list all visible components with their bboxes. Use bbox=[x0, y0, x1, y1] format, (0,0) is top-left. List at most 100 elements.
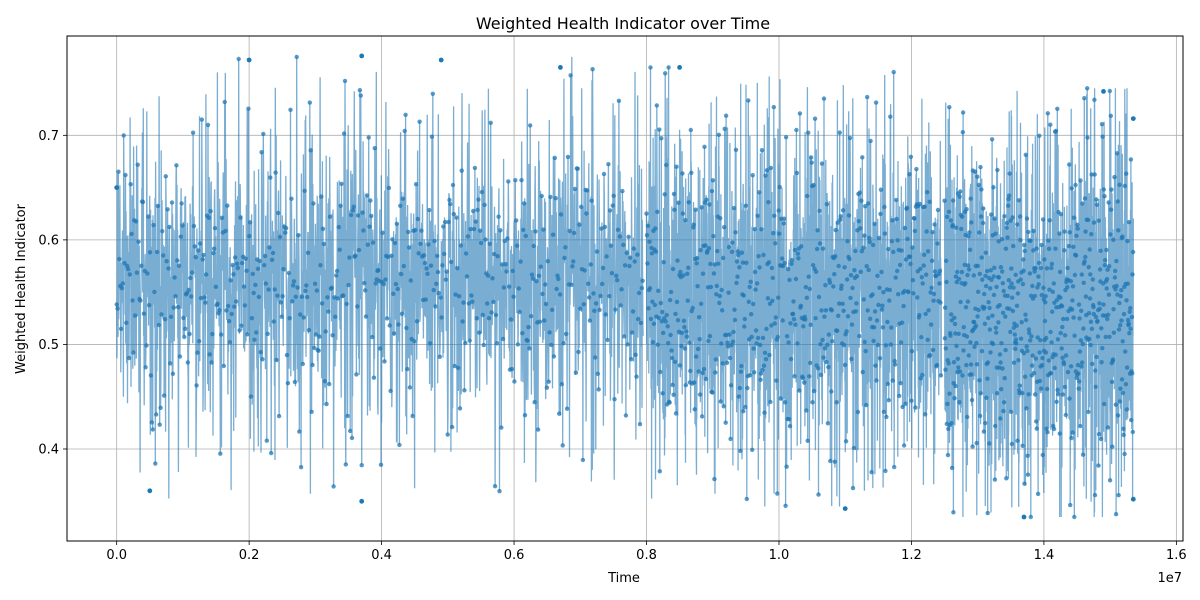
data-point bbox=[1090, 286, 1095, 292]
data-point bbox=[453, 292, 458, 297]
data-point bbox=[789, 258, 795, 263]
data-point bbox=[1071, 315, 1076, 320]
data-point bbox=[639, 285, 644, 291]
data-point bbox=[711, 234, 716, 239]
data-point bbox=[839, 283, 844, 288]
data-point bbox=[798, 303, 804, 308]
data-point bbox=[1012, 332, 1017, 337]
data-point bbox=[223, 228, 228, 234]
data-point bbox=[1109, 187, 1114, 192]
data-point bbox=[618, 303, 623, 308]
data-point bbox=[381, 281, 386, 287]
data-point bbox=[1113, 287, 1118, 292]
data-point bbox=[359, 498, 365, 504]
data-point bbox=[1118, 323, 1123, 328]
data-point bbox=[857, 190, 862, 195]
data-point bbox=[915, 295, 920, 300]
data-point bbox=[889, 239, 894, 244]
data-point bbox=[1090, 361, 1095, 367]
data-point bbox=[702, 144, 707, 149]
data-point bbox=[529, 272, 535, 277]
data-point bbox=[1040, 452, 1046, 458]
data-point bbox=[575, 166, 580, 171]
data-point bbox=[332, 295, 337, 300]
data-point bbox=[1057, 431, 1063, 436]
data-point bbox=[301, 315, 306, 320]
data-point bbox=[475, 207, 480, 213]
data-point bbox=[144, 343, 149, 348]
data-point bbox=[1082, 196, 1088, 201]
data-point bbox=[996, 320, 1001, 325]
data-point bbox=[269, 450, 274, 456]
data-point bbox=[1067, 162, 1072, 167]
data-point bbox=[952, 396, 957, 401]
data-point bbox=[712, 262, 717, 267]
data-point bbox=[743, 203, 748, 208]
data-point bbox=[819, 161, 825, 166]
data-point bbox=[1069, 186, 1074, 191]
data-point bbox=[1000, 366, 1005, 371]
data-point bbox=[680, 171, 685, 176]
data-point bbox=[457, 406, 463, 411]
data-point bbox=[120, 281, 126, 286]
data-point bbox=[222, 99, 227, 105]
data-point bbox=[858, 226, 863, 231]
data-point bbox=[700, 370, 705, 376]
data-point bbox=[444, 269, 449, 274]
data-point bbox=[1130, 429, 1136, 435]
data-point bbox=[546, 379, 551, 384]
data-point bbox=[467, 338, 472, 343]
data-point bbox=[564, 406, 570, 411]
data-point bbox=[391, 331, 397, 336]
data-point bbox=[123, 172, 128, 178]
data-point bbox=[971, 273, 976, 278]
data-point bbox=[305, 250, 311, 255]
data-point bbox=[413, 227, 418, 233]
data-point bbox=[181, 315, 186, 321]
data-point bbox=[693, 207, 698, 212]
data-point bbox=[587, 318, 593, 323]
data-point bbox=[505, 236, 510, 241]
data-point bbox=[922, 204, 927, 209]
data-point bbox=[976, 182, 982, 188]
data-point bbox=[885, 319, 890, 325]
data-point bbox=[1053, 352, 1058, 357]
data-point bbox=[918, 266, 923, 272]
data-point bbox=[812, 116, 818, 121]
data-point bbox=[766, 200, 771, 205]
data-point bbox=[919, 275, 924, 280]
data-point bbox=[366, 135, 371, 140]
data-point bbox=[431, 287, 436, 293]
data-point bbox=[1033, 266, 1038, 271]
data-point bbox=[949, 312, 954, 317]
data-point bbox=[742, 316, 747, 322]
data-point bbox=[708, 284, 714, 290]
data-point bbox=[418, 241, 423, 246]
data-point bbox=[892, 464, 897, 470]
data-point bbox=[314, 288, 320, 293]
data-point bbox=[846, 213, 852, 218]
data-point bbox=[1011, 285, 1016, 290]
data-point bbox=[1046, 238, 1051, 243]
data-point bbox=[1114, 151, 1120, 156]
data-point bbox=[180, 223, 185, 228]
data-point bbox=[456, 294, 462, 299]
data-point bbox=[477, 330, 482, 335]
data-point bbox=[769, 265, 775, 271]
data-point bbox=[880, 325, 886, 330]
data-point bbox=[152, 289, 157, 295]
data-point bbox=[844, 277, 850, 282]
data-point bbox=[815, 228, 820, 233]
data-point bbox=[280, 294, 285, 299]
data-point bbox=[984, 395, 989, 400]
data-point bbox=[232, 304, 237, 309]
data-point bbox=[1102, 401, 1107, 407]
data-point bbox=[258, 349, 263, 355]
data-point bbox=[427, 207, 432, 213]
data-point bbox=[674, 299, 680, 305]
data-point bbox=[581, 302, 586, 307]
data-point bbox=[312, 345, 317, 351]
data-point bbox=[1083, 229, 1088, 234]
x-axis-label: Time bbox=[607, 571, 640, 586]
data-point bbox=[433, 304, 438, 309]
